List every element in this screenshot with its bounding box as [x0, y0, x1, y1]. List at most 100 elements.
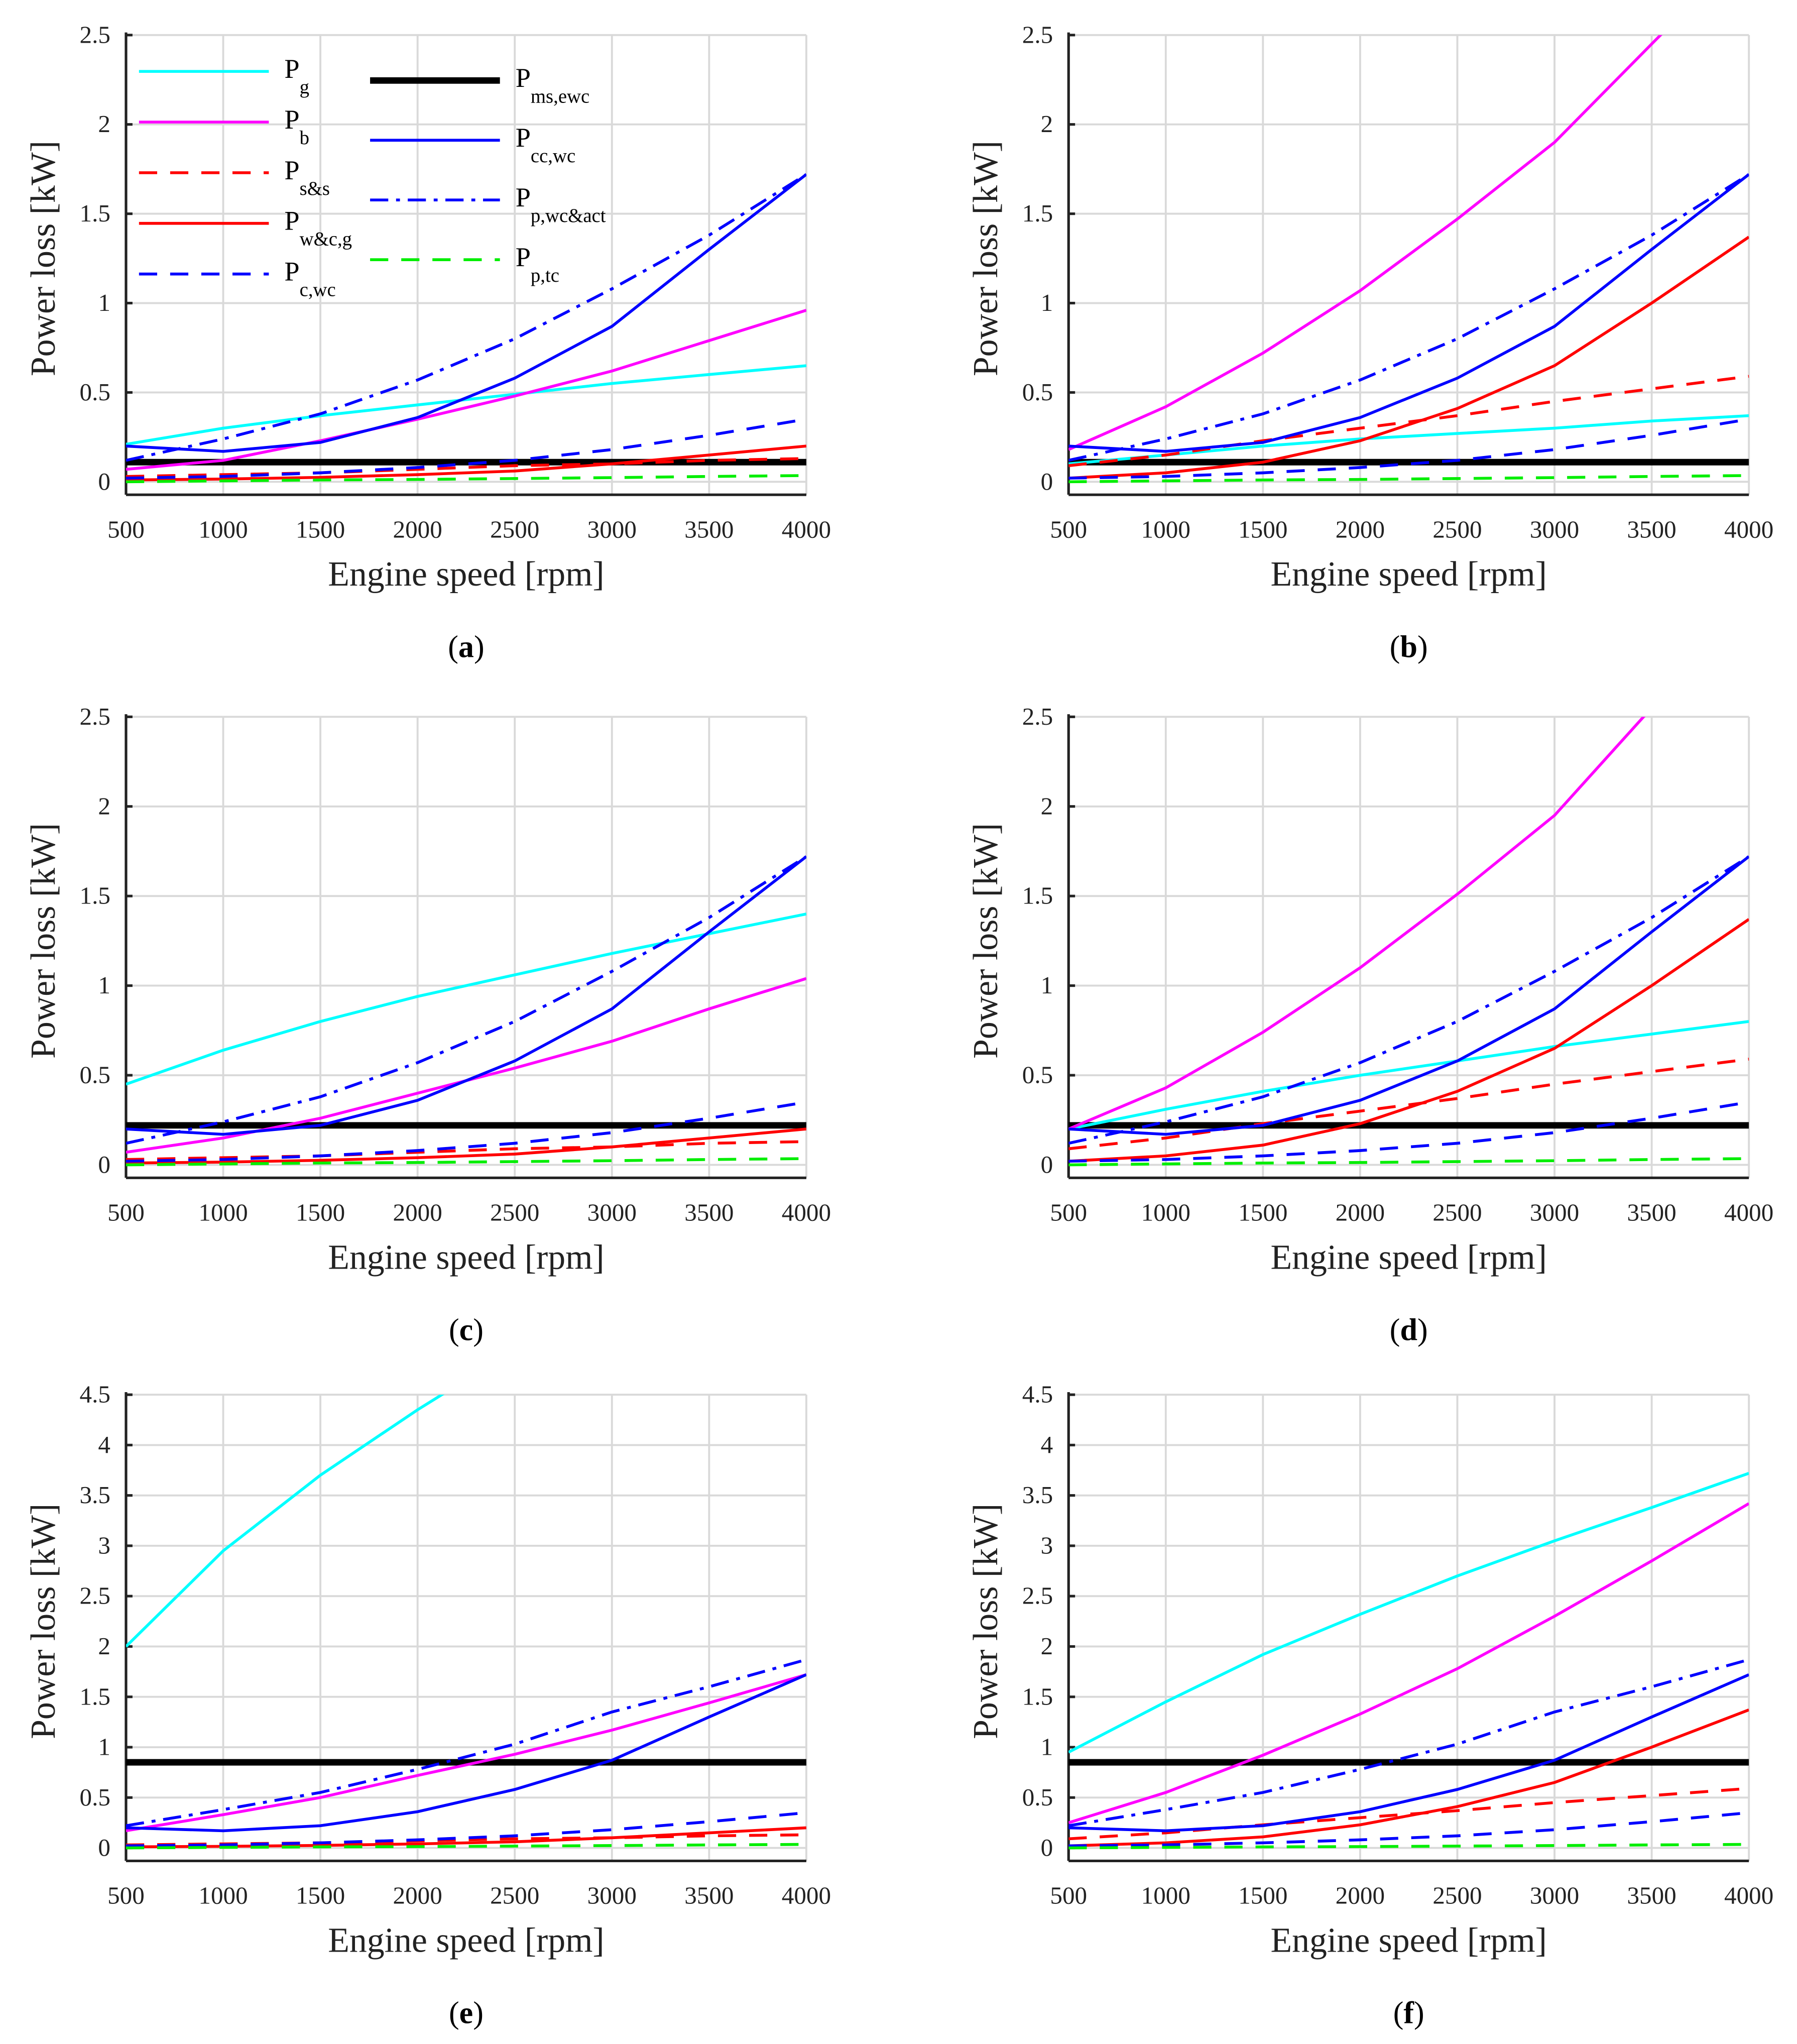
- caption-paren: ): [473, 1313, 484, 1347]
- legend-label: Ps&s: [284, 155, 330, 199]
- x-tick-label: 2500: [1432, 1199, 1482, 1226]
- y-tick-label: 2: [98, 1632, 110, 1660]
- series-line-Pss: [126, 1140, 806, 1161]
- caption-letter: f: [1403, 1996, 1414, 2030]
- panel-b: 500 1000 1500 2000 2500 3000 3500 4000 0 0.5 1 1.5 2…: [967, 21, 1773, 664]
- y-tick-label: 4: [1041, 1431, 1053, 1458]
- x-tick-label: 500: [1050, 1882, 1087, 1909]
- x-tick-label: 1500: [296, 1199, 345, 1226]
- series-line-Pss: [126, 1833, 806, 1847]
- x-tick-label: 2500: [490, 1882, 539, 1909]
- x-tick-label: 3500: [684, 1199, 734, 1226]
- panel-f: 500 1000 1500 2000 2500 3000 3500 4000 0 0.5 1 1.5 2…: [967, 1381, 1773, 2030]
- caption-paren: (: [1390, 1313, 1400, 1347]
- series-line-Pccwc: [1068, 855, 1749, 1136]
- x-tick-label: 1000: [198, 1199, 248, 1226]
- series-group: [126, 173, 806, 484]
- series-line-Pg: [1068, 1020, 1749, 1130]
- series-line-Ppwc: [126, 855, 806, 1145]
- series-line-Pg: [126, 913, 806, 1086]
- x-axis-label: Engine speed [rpm]: [1270, 1238, 1546, 1277]
- x-tick-label: 2000: [1336, 1199, 1385, 1226]
- series-line-Pcwc: [126, 1100, 806, 1163]
- x-tick-label: 1500: [296, 1882, 345, 1909]
- legend-item-Pwcg: Pw&c,g: [139, 206, 352, 250]
- legend-subscript: ms,ewc: [531, 85, 589, 107]
- legend-label: Pb: [284, 104, 309, 149]
- y-axis-label: Power loss [kW]: [24, 1504, 63, 1739]
- series-line-Pptc: [126, 1843, 806, 1850]
- x-tick-label: 4000: [782, 1882, 831, 1909]
- y-tick-label: 1: [98, 1733, 110, 1761]
- series-line-Pccwc: [126, 855, 806, 1136]
- series-line-Pg: [126, 364, 806, 446]
- x-tick-label: 4000: [782, 516, 831, 543]
- caption-paren: ): [474, 630, 485, 664]
- legend-item-Pptc: Pp,tc: [370, 242, 559, 286]
- series-group: [1068, 35, 1749, 484]
- x-tick-label: 1000: [1141, 1199, 1190, 1226]
- series-line-Pwcg: [1068, 918, 1749, 1163]
- panel-caption: (e): [449, 1996, 484, 2030]
- y-tick-label: 3: [1041, 1531, 1053, 1559]
- series-line-Pccwc: [126, 173, 806, 453]
- x-tick-label: 3500: [1627, 516, 1676, 543]
- legend-symbol: P: [284, 155, 299, 185]
- series-group: [1068, 717, 1749, 1167]
- caption-letter: c: [459, 1313, 473, 1347]
- y-tick-label: 3: [98, 1531, 110, 1559]
- legend-symbol: P: [284, 54, 299, 84]
- y-tick-label: 0.5: [1022, 1061, 1053, 1089]
- y-tick-label: 1.5: [1022, 199, 1053, 227]
- x-tick-label: 4000: [1724, 1199, 1773, 1226]
- y-tick-label: 1: [1041, 1733, 1053, 1761]
- caption-paren: ): [1414, 1996, 1424, 2030]
- x-tick-label: 2000: [1336, 1882, 1385, 1909]
- legend-item-Pg: Pg: [139, 54, 309, 98]
- y-tick-label: 2: [1041, 1632, 1053, 1660]
- legend-subscript: g: [300, 76, 309, 98]
- caption-paren: (: [1393, 1996, 1404, 2030]
- caption-paren: ): [1417, 1313, 1428, 1347]
- x-axis-label: Engine speed [rpm]: [1270, 1921, 1546, 1960]
- series-line-Pcwc: [126, 417, 806, 480]
- x-tick-label: 2000: [1336, 516, 1385, 543]
- series-group: [126, 1395, 806, 1850]
- series-line-Pwcg: [126, 444, 806, 482]
- x-tick-label: 3500: [1627, 1882, 1676, 1909]
- y-tick-label: 2.5: [80, 21, 110, 48]
- panel-a: 500 1000 1500 2000 2500 3000 3500 4000 0 0.5 1 1.5 2…: [24, 21, 831, 664]
- y-tick-label: 3.5: [80, 1481, 110, 1509]
- x-axis-label: Engine speed [rpm]: [1270, 555, 1546, 594]
- caption-letter: b: [1400, 630, 1417, 664]
- series-line-Pss: [126, 457, 806, 478]
- series-group: [1068, 1471, 1749, 1850]
- x-tick-label: 3500: [684, 516, 734, 543]
- y-tick-label: 0: [1041, 1151, 1053, 1178]
- x-tick-label: 2500: [490, 1199, 539, 1226]
- legend-subscript: cc,wc: [531, 145, 575, 167]
- panel-e: 500 1000 1500 2000 2500 3000 3500 4000 0 0.5 1 1.5 2…: [24, 1381, 831, 2030]
- x-tick-label: 4000: [1724, 1882, 1773, 1909]
- y-tick-label: 2.5: [1022, 21, 1053, 48]
- caption-paren: ): [473, 1996, 484, 2030]
- x-tick-label: 3500: [1627, 1199, 1676, 1226]
- x-axis-label: Engine speed [rpm]: [328, 555, 604, 594]
- x-tick-label: 3000: [1530, 1882, 1579, 1909]
- x-tick-label: 2500: [1432, 1882, 1482, 1909]
- series-line-Pcwc: [126, 1811, 806, 1848]
- y-tick-label: 0.5: [80, 1783, 110, 1811]
- x-axis-label: Engine speed [rpm]: [328, 1238, 604, 1277]
- series-line-Pccwc: [1068, 1673, 1749, 1833]
- caption-paren: (: [1390, 630, 1400, 664]
- x-tick-label: 4000: [782, 1199, 831, 1226]
- y-tick-label: 0.5: [80, 378, 110, 406]
- y-axis-label: Power loss [kW]: [967, 141, 1005, 376]
- caption-letter: e: [459, 1996, 473, 2030]
- y-tick-label: 1.5: [80, 1682, 110, 1710]
- y-tick-label: 0: [98, 1151, 110, 1178]
- series-line-Pg: [1068, 414, 1749, 466]
- caption-letter: d: [1400, 1313, 1417, 1347]
- legend-item-Ppwc: Pp,wc&act: [370, 182, 606, 226]
- panel-caption: (b): [1390, 630, 1428, 664]
